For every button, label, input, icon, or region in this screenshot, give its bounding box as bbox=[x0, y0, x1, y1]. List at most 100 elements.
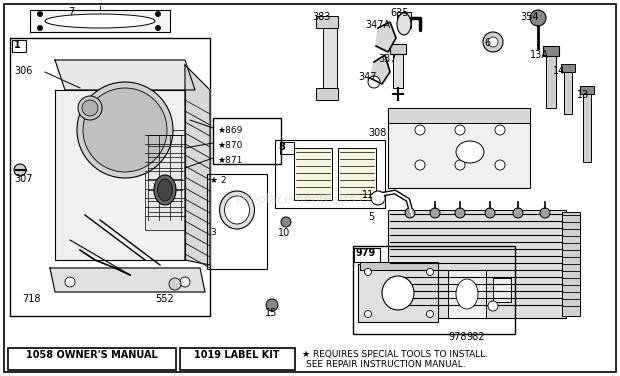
Circle shape bbox=[530, 10, 546, 26]
Bar bbox=[448, 270, 486, 318]
Circle shape bbox=[37, 26, 43, 30]
Text: 7: 7 bbox=[68, 7, 74, 17]
Text: 383: 383 bbox=[312, 12, 330, 22]
Circle shape bbox=[430, 208, 440, 218]
Bar bbox=[275, 140, 385, 208]
Circle shape bbox=[156, 12, 161, 17]
Circle shape bbox=[483, 32, 503, 52]
Polygon shape bbox=[376, 22, 396, 52]
Circle shape bbox=[513, 208, 523, 218]
Text: ★870: ★870 bbox=[217, 141, 242, 150]
Circle shape bbox=[77, 82, 173, 178]
Ellipse shape bbox=[154, 175, 176, 205]
Ellipse shape bbox=[397, 13, 411, 35]
Text: ★869: ★869 bbox=[217, 126, 242, 135]
Bar bbox=[213, 118, 281, 164]
Bar bbox=[493, 278, 511, 302]
Bar bbox=[388, 108, 530, 188]
Text: 8: 8 bbox=[278, 142, 285, 152]
Text: 347A: 347A bbox=[365, 20, 390, 30]
Text: 1058 OWNER'S MANUAL: 1058 OWNER'S MANUAL bbox=[26, 350, 158, 360]
Bar bbox=[561, 64, 575, 72]
Bar bbox=[8, 348, 176, 370]
Polygon shape bbox=[370, 55, 390, 84]
Text: 15: 15 bbox=[265, 308, 277, 318]
Circle shape bbox=[455, 160, 465, 170]
Bar bbox=[388, 108, 530, 123]
Bar bbox=[294, 148, 332, 200]
Polygon shape bbox=[50, 268, 205, 292]
Text: 1: 1 bbox=[14, 40, 20, 50]
Circle shape bbox=[83, 88, 167, 172]
Circle shape bbox=[65, 277, 75, 287]
Ellipse shape bbox=[456, 279, 478, 309]
Bar bbox=[316, 16, 338, 28]
Bar bbox=[316, 88, 338, 100]
Text: 635: 635 bbox=[390, 8, 409, 18]
Ellipse shape bbox=[382, 276, 414, 310]
Bar bbox=[390, 44, 406, 54]
Circle shape bbox=[427, 268, 433, 276]
Text: ★ 2: ★ 2 bbox=[210, 176, 227, 185]
Circle shape bbox=[455, 208, 465, 218]
Text: 11: 11 bbox=[362, 190, 374, 200]
Circle shape bbox=[368, 76, 380, 88]
Text: 982: 982 bbox=[466, 332, 484, 342]
Text: 308: 308 bbox=[368, 128, 386, 138]
Bar bbox=[358, 264, 438, 322]
Ellipse shape bbox=[456, 141, 484, 163]
Text: 13: 13 bbox=[577, 90, 589, 100]
Circle shape bbox=[495, 125, 505, 135]
Text: ★871: ★871 bbox=[217, 156, 242, 165]
Text: 347: 347 bbox=[358, 72, 376, 82]
Bar bbox=[354, 248, 380, 262]
Circle shape bbox=[495, 160, 505, 170]
Circle shape bbox=[415, 125, 425, 135]
Circle shape bbox=[14, 164, 26, 176]
Circle shape bbox=[37, 12, 43, 17]
Bar bbox=[564, 68, 572, 114]
Circle shape bbox=[405, 208, 415, 218]
Bar bbox=[180, 348, 295, 370]
Bar bbox=[393, 50, 403, 88]
Ellipse shape bbox=[45, 14, 155, 28]
Circle shape bbox=[281, 217, 291, 227]
Bar bbox=[360, 262, 438, 270]
Text: eReplacementParts.com: eReplacementParts.com bbox=[234, 194, 386, 206]
Polygon shape bbox=[55, 90, 185, 260]
Ellipse shape bbox=[219, 191, 254, 229]
Text: 13A: 13A bbox=[530, 50, 549, 60]
Circle shape bbox=[427, 311, 433, 317]
Bar bbox=[10, 38, 210, 316]
Circle shape bbox=[540, 208, 550, 218]
Polygon shape bbox=[55, 60, 195, 90]
Circle shape bbox=[488, 37, 498, 47]
Circle shape bbox=[485, 208, 495, 218]
Text: 306: 306 bbox=[14, 66, 32, 76]
Circle shape bbox=[365, 311, 371, 317]
Circle shape bbox=[169, 278, 181, 290]
Text: 14: 14 bbox=[553, 66, 565, 76]
Text: 978: 978 bbox=[448, 332, 466, 342]
Circle shape bbox=[82, 100, 98, 116]
Circle shape bbox=[371, 191, 385, 205]
Text: 1019 LABEL KIT: 1019 LABEL KIT bbox=[194, 350, 280, 360]
Bar bbox=[207, 174, 267, 269]
Bar bbox=[12, 40, 26, 52]
Bar bbox=[30, 10, 170, 32]
Text: 718: 718 bbox=[22, 294, 40, 304]
Text: 10: 10 bbox=[278, 228, 290, 238]
Bar bbox=[323, 18, 337, 98]
Circle shape bbox=[78, 96, 102, 120]
Bar bbox=[353, 246, 515, 334]
Bar bbox=[580, 86, 594, 94]
Text: ★ REQUIRES SPECIAL TOOLS TO INSTALL.: ★ REQUIRES SPECIAL TOOLS TO INSTALL. bbox=[302, 350, 488, 359]
Bar bbox=[546, 50, 556, 108]
Text: SEE REPAIR INSTRUCTION MANUAL.: SEE REPAIR INSTRUCTION MANUAL. bbox=[306, 360, 466, 369]
Bar bbox=[543, 46, 559, 56]
Bar bbox=[280, 142, 294, 154]
Bar bbox=[583, 90, 591, 162]
Text: 3: 3 bbox=[210, 228, 216, 237]
Text: 979: 979 bbox=[356, 248, 376, 258]
Bar bbox=[562, 212, 580, 316]
